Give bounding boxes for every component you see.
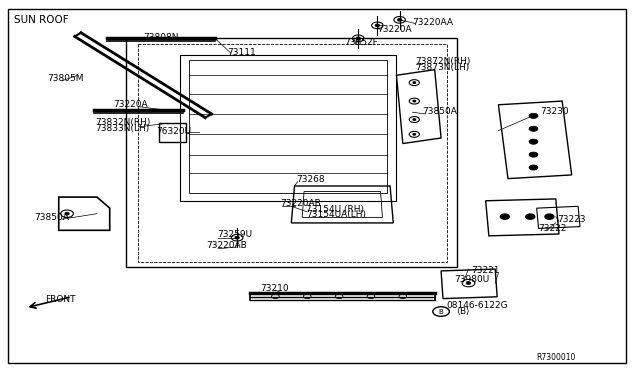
Text: $\langle$B$\rangle$: $\langle$B$\rangle$: [456, 306, 471, 317]
Text: 73852F: 73852F: [344, 38, 378, 47]
Text: 73154U (RH): 73154U (RH): [306, 205, 364, 214]
Circle shape: [529, 113, 538, 118]
Circle shape: [236, 237, 239, 239]
Circle shape: [529, 152, 538, 157]
Text: 73833N(LH): 73833N(LH): [96, 124, 150, 133]
Text: 76320U: 76320U: [156, 127, 191, 136]
Text: FRONT: FRONT: [45, 295, 76, 304]
Text: 73223: 73223: [557, 215, 586, 224]
Circle shape: [467, 282, 470, 284]
Circle shape: [413, 119, 415, 120]
Text: 73259U: 73259U: [217, 230, 252, 239]
Text: 73873N(LH): 73873N(LH): [415, 62, 470, 72]
Circle shape: [529, 126, 538, 131]
Text: 73850A: 73850A: [35, 213, 69, 222]
Text: 73268: 73268: [296, 175, 324, 184]
Text: 73220A: 73220A: [378, 25, 412, 33]
Text: SUN ROOF: SUN ROOF: [14, 15, 68, 25]
Circle shape: [545, 214, 554, 219]
Circle shape: [529, 139, 538, 144]
Text: 73980U: 73980U: [454, 275, 489, 284]
Text: 73220A: 73220A: [113, 100, 148, 109]
Text: 73222: 73222: [538, 224, 566, 233]
Text: 73220AB: 73220AB: [207, 241, 247, 250]
Text: 73808N: 73808N: [143, 33, 179, 42]
Circle shape: [65, 212, 69, 215]
Text: 73832N(RH): 73832N(RH): [96, 118, 151, 127]
Text: 73872N(RH): 73872N(RH): [415, 57, 471, 66]
FancyBboxPatch shape: [8, 9, 626, 363]
Text: 73220AA: 73220AA: [412, 18, 453, 27]
Text: 08146-6122G: 08146-6122G: [446, 301, 508, 310]
Circle shape: [526, 214, 535, 219]
Text: 73220AB: 73220AB: [280, 199, 321, 208]
Text: 73850A: 73850A: [422, 107, 457, 116]
Circle shape: [529, 165, 538, 170]
Circle shape: [413, 100, 415, 102]
Text: 73154UA(LH): 73154UA(LH): [306, 210, 366, 219]
Text: 73210: 73210: [260, 284, 289, 293]
Text: 73111: 73111: [228, 48, 257, 57]
Text: R7300010: R7300010: [537, 353, 576, 362]
Circle shape: [500, 214, 509, 219]
Text: 73230: 73230: [540, 107, 568, 116]
Text: 73221: 73221: [472, 266, 500, 275]
Circle shape: [397, 19, 401, 21]
Circle shape: [413, 134, 415, 135]
Text: 73805M: 73805M: [47, 74, 84, 83]
Circle shape: [356, 37, 360, 39]
Circle shape: [413, 82, 415, 83]
Circle shape: [376, 24, 380, 26]
Text: B: B: [438, 308, 444, 315]
